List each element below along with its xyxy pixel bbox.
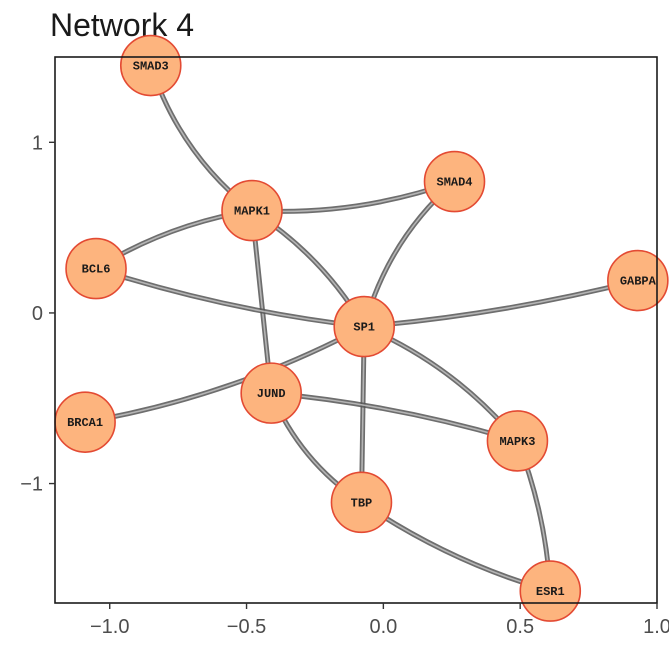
node-label: MAPK3 [499,435,535,449]
node-label: MAPK1 [234,205,270,219]
node-label: BRCA1 [67,416,103,430]
node-label: SMAD4 [437,176,473,190]
node-circle [519,560,582,622]
x-axis: −1.0 −0.5 0.0 0.5 1.0 [90,603,669,638]
network-node: BCL6 [65,237,127,300]
y-tick-label: 1 [32,132,43,154]
network-node: BRCA1 [54,391,116,453]
network-edge [361,278,641,330]
x-tick-label: 1.0 [643,616,669,638]
y-tick-label: 0 [32,303,43,325]
y-tick-label: −1 [20,474,43,496]
node-label: BCL6 [82,263,111,277]
node-circle [330,471,393,534]
network-node: GABPA [607,249,669,312]
node-circle [119,34,182,97]
network-node: SMAD4 [423,150,486,213]
nodes-layer: SMAD3 MAPK1 SMAD4 BCL6 GABPA SP1 JUND BRCA1 MAPK… [54,34,669,622]
chart-title: Network 4 [50,7,194,43]
node-label: SMAD3 [133,60,169,74]
network-node: TBP [330,471,393,534]
x-tick-label: 0.0 [369,616,397,638]
node-label: JUND [257,387,286,401]
x-tick-label: −0.5 [227,616,266,638]
plot-panel: SMAD3 MAPK1 SMAD4 BCL6 GABPA SP1 JUND BRCA1 MAPK… [54,34,669,622]
network-edge [93,266,367,330]
network-node: JUND [240,362,302,424]
node-circle [486,410,549,472]
node-circle [65,237,127,300]
node-circle [607,249,669,312]
node-label: TBP [351,496,373,510]
panel-border [54,56,658,604]
node-label: ESR1 [536,585,565,599]
x-tick-label: −1.0 [90,616,129,638]
network-node: SP1 [333,295,396,358]
network-node: SMAD3 [119,34,182,97]
node-label: GABPA [620,275,657,289]
network-node: MAPK1 [221,179,283,242]
node-circle [221,179,283,242]
network-node: MAPK3 [486,410,549,472]
y-axis: 1 0 −1 [20,132,55,496]
network-edge [268,390,520,444]
network-edge [82,324,367,425]
node-circle [333,295,396,358]
network-node: ESR1 [519,560,582,622]
node-circle [240,362,302,424]
network-edge [358,499,553,594]
node-label: SP1 [353,321,375,335]
node-circle [423,150,486,213]
x-tick-label: 0.5 [506,616,534,638]
